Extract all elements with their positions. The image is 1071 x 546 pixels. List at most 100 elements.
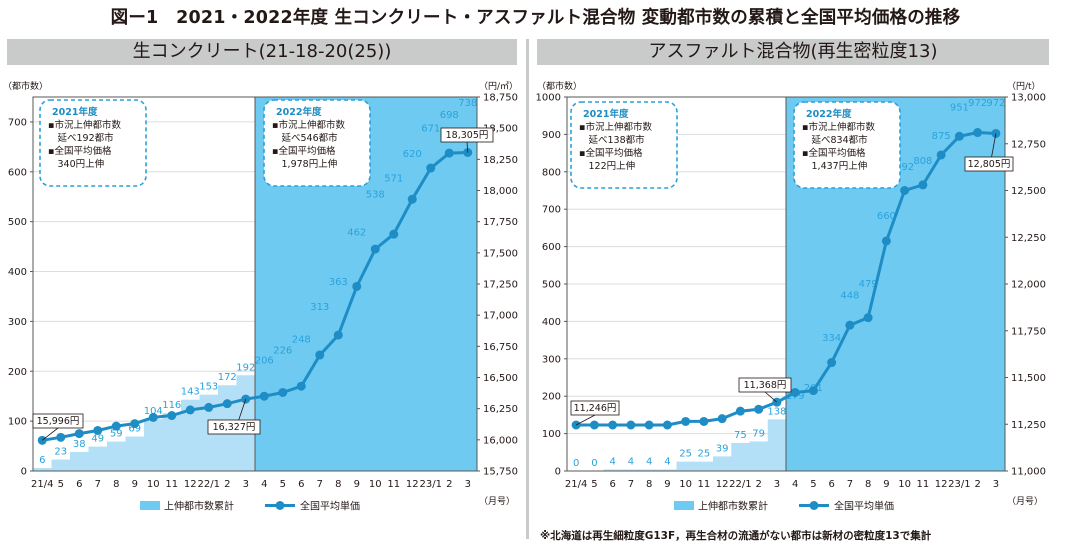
bar-value-label: 226 [273, 345, 292, 356]
price-point [735, 406, 745, 416]
x-tick-label: 4 [261, 479, 267, 490]
bar-value-label: 49 [91, 434, 104, 445]
left-tick-label: 100 [542, 429, 561, 440]
legend-bar-swatch [674, 501, 694, 510]
bar [968, 107, 988, 472]
bar-value-label: 116 [162, 400, 181, 411]
bar-value-label: 79 [752, 428, 765, 439]
price-point [936, 150, 946, 160]
x-tick-label: 12 [184, 479, 197, 490]
bar [33, 468, 52, 471]
price-point [608, 420, 618, 430]
point-label: 18,305円 [446, 130, 489, 141]
bar [125, 436, 145, 471]
bar-value-label: 4 [628, 457, 634, 468]
x-tick-label: 3 [774, 479, 780, 490]
bar-value-label: 738 [458, 98, 477, 109]
bar [292, 347, 311, 471]
bar [107, 441, 126, 471]
price-point [389, 229, 399, 239]
bar [51, 459, 71, 471]
price-point [315, 350, 325, 360]
bar-value-label: 972 [986, 98, 1005, 109]
x-tick-label: 6 [828, 479, 834, 490]
price-point [626, 420, 636, 430]
x-tick-label: 3 [993, 479, 999, 490]
point-label-leader [764, 391, 778, 403]
price-point [259, 391, 269, 401]
bar [403, 161, 422, 471]
bar-value-label: 192 [236, 362, 255, 373]
x-tick-label: 21/4 [31, 479, 53, 490]
bar [786, 404, 805, 471]
callout-box [570, 101, 678, 189]
bar [859, 291, 878, 471]
x-tick-label: 11 [387, 479, 400, 490]
bar-value-label: 671 [421, 123, 440, 134]
bar-value-label: 23 [54, 447, 67, 458]
bar [162, 413, 182, 471]
callout-line: ▪全国平均価格 [48, 145, 112, 157]
price-point [185, 405, 195, 415]
bar-value-label: 808 [913, 156, 932, 167]
left-axis-label: （都市数） [537, 80, 582, 92]
callout-line: ▪全国平均価格 [579, 147, 643, 159]
bar-value-label: 38 [73, 439, 86, 450]
x-tick-label: 9 [883, 479, 889, 490]
price-point [808, 386, 818, 396]
left-tick-label: 1000 [536, 93, 561, 104]
x-tick-label: 11 [698, 479, 711, 490]
bar-value-label: 172 [218, 372, 237, 383]
bar-value-label: 792 [895, 162, 914, 173]
x-tick-label: 11 [917, 479, 930, 490]
left-tick-label: 100 [8, 417, 27, 428]
right-tick-label: 12,500 [1011, 186, 1046, 197]
x-tick-label: 7 [847, 479, 853, 490]
bar-value-label: 248 [292, 334, 311, 345]
bar-value-label: 4 [646, 457, 652, 468]
callout-box [39, 99, 147, 187]
bar [384, 186, 404, 471]
panel-divider [526, 39, 529, 539]
price-point [444, 148, 454, 158]
x-tick-label: 23/1 [420, 479, 442, 490]
legend-line-marker [809, 501, 819, 510]
x-tick-label: 9 [132, 479, 138, 490]
callout-box [793, 101, 901, 189]
left-tick-label: 400 [542, 317, 561, 328]
callout-heading: 2022年度 [806, 108, 852, 120]
bar-value-label: 75 [734, 430, 747, 441]
bar-value-label: 448 [840, 290, 859, 301]
x-tick-label: 8 [335, 479, 341, 490]
x-tick-label: 8 [865, 479, 871, 490]
left-tick-label: 400 [8, 267, 27, 278]
price-point [296, 381, 306, 391]
callout-box [263, 99, 371, 187]
x-tick-label: 6 [298, 479, 304, 490]
price-point [954, 131, 964, 141]
right-tick-label: 13,000 [1011, 93, 1046, 104]
right-tick-label: 11,000 [1011, 467, 1046, 478]
x-tick-label: 12 [935, 479, 948, 490]
price-point [352, 281, 362, 291]
point-label-leader [466, 141, 469, 153]
left-tick-label: 300 [8, 317, 27, 328]
legend-bar-label: 上伸都市数累計 [698, 500, 768, 513]
legend-line-label: 全国平均単価 [834, 500, 894, 513]
right-tick-label: 11,750 [1011, 326, 1046, 337]
x-tick-label: 22/1 [198, 479, 220, 490]
callout-line: 122円上伸 [579, 160, 635, 172]
price-point [407, 194, 417, 204]
bar [440, 122, 459, 471]
left-tick-label: 700 [8, 117, 27, 128]
x-tick-label: 9 [354, 479, 360, 490]
right-tick-label: 17,000 [483, 311, 518, 322]
right-tick-label: 18,000 [483, 186, 518, 197]
price-point [93, 425, 103, 435]
left-tick-label: 300 [542, 354, 561, 365]
callout-line: ▪市況上伸都市数 [802, 121, 875, 133]
bar [676, 461, 696, 471]
left-tick-label: 0 [555, 467, 561, 478]
bar [767, 419, 787, 471]
price-point [333, 330, 343, 340]
